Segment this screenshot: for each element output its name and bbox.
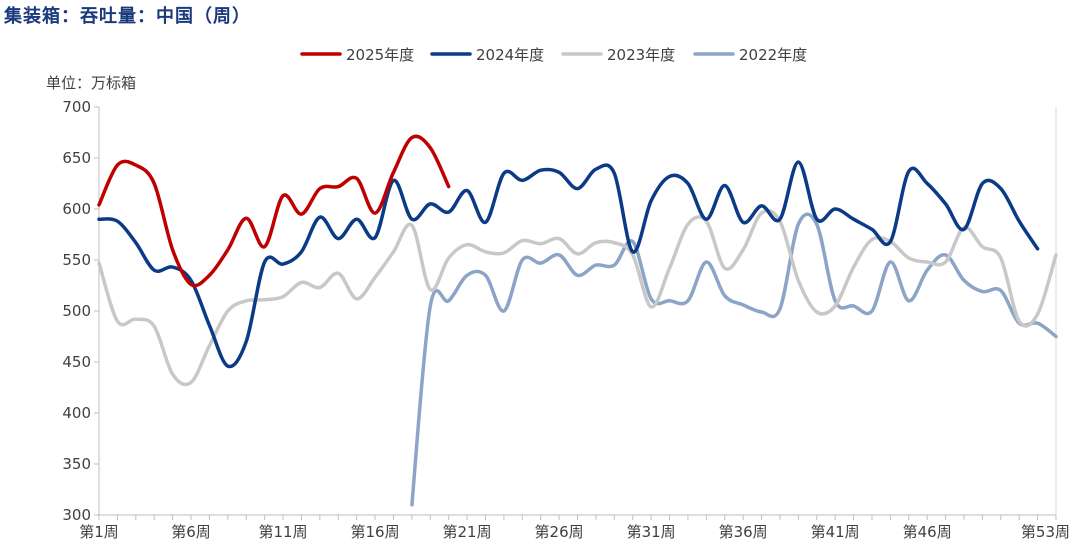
x-axis-ticks: 第1周 第6周 第11周 第16周 第21周 第26周 第31周 第36周 第41周 第46周 第5… xyxy=(79,515,1070,541)
legend-label: 2022年度 xyxy=(739,46,807,64)
x-tick-label: 第31周 xyxy=(627,523,676,541)
legend-item-2023: 2023年度 xyxy=(561,46,675,64)
x-tick-label: 第11周 xyxy=(258,523,307,541)
x-tick-label: 第1周 xyxy=(79,523,119,541)
legend-item-2025: 2025年度 xyxy=(300,46,414,64)
legend: 2025年度 2024年度 2023年度 2022年度 xyxy=(300,46,807,64)
series-line-2023 xyxy=(97,208,1058,387)
legend-label: 2024年度 xyxy=(476,46,544,64)
series-line-2025 xyxy=(97,134,451,288)
x-tick-label: 第21周 xyxy=(443,523,492,541)
x-tick-label: 第53周 xyxy=(1021,523,1070,541)
x-tick-label: 第46周 xyxy=(903,523,952,541)
x-tick-label: 第26周 xyxy=(535,523,584,541)
x-tick-label: 第41周 xyxy=(811,523,860,541)
y-tick-label: 550 xyxy=(62,251,91,269)
x-tick-label: 第6周 xyxy=(171,523,211,541)
y-tick-label: 700 xyxy=(62,98,91,116)
legend-item-2024: 2024年度 xyxy=(430,46,544,64)
x-tick-label: 第16周 xyxy=(351,523,400,541)
y-axis-unit-label: 单位：万标箱 xyxy=(46,74,136,92)
y-tick-label: 400 xyxy=(62,404,91,422)
y-tick-label: 600 xyxy=(62,200,91,218)
legend-label: 2025年度 xyxy=(346,46,414,64)
y-tick-label: 350 xyxy=(62,455,91,473)
y-tick-label: 300 xyxy=(62,506,91,524)
legend-item-2022: 2022年度 xyxy=(693,46,807,64)
series-layer xyxy=(97,134,1058,507)
legend-label: 2023年度 xyxy=(607,46,675,64)
y-tick-label: 650 xyxy=(62,149,91,167)
y-tick-label: 500 xyxy=(62,302,91,320)
y-axis-ticks: 300 350 400 450 500 550 600 650 700 xyxy=(62,98,99,524)
series-line-2024 xyxy=(97,160,1040,369)
x-tick-label: 第36周 xyxy=(719,523,768,541)
chart-title: 集装箱：吞吐量：中国（周） xyxy=(4,6,251,27)
y-tick-label: 450 xyxy=(62,353,91,371)
series-line-2022 xyxy=(410,212,1058,507)
